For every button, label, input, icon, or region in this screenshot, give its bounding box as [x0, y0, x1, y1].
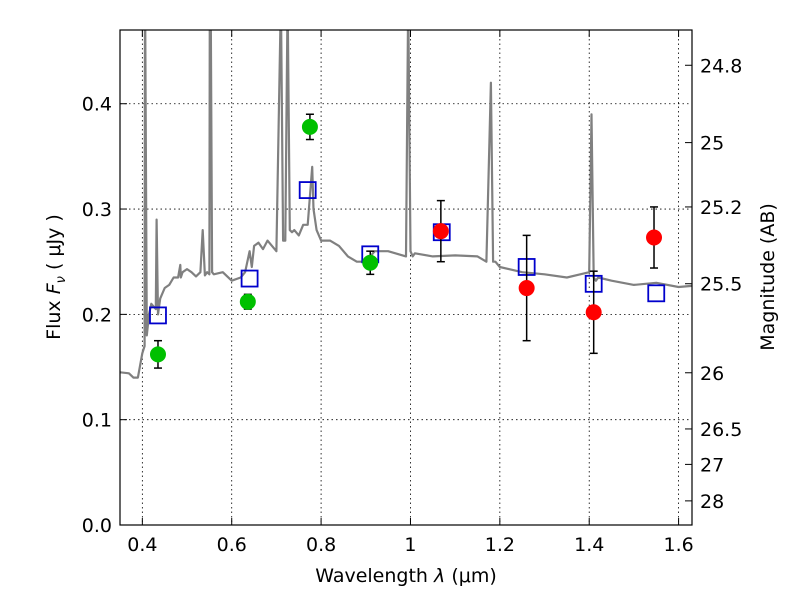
green-data-point	[301, 118, 318, 135]
y-tick-label: 0.2	[82, 304, 112, 326]
model-flux-square	[149, 306, 167, 325]
y-tick-label: 0.3	[82, 199, 112, 221]
y2-tick-label: 24.8	[700, 55, 742, 77]
y-axis-label: Flux Fν ( μJy )	[43, 214, 69, 340]
x-tick-label: 1.6	[663, 534, 693, 556]
y-tick-label: 0.4	[82, 94, 112, 116]
model-flux-square	[647, 284, 666, 303]
model-flux-square	[240, 269, 259, 288]
x-tick-label: 0.8	[306, 534, 336, 556]
y2-tick-label: 26	[700, 363, 724, 385]
template-spectrum-line	[120, 30, 692, 379]
green-data-point	[149, 346, 166, 363]
plot-frame	[119, 29, 693, 526]
x-tick-label: 1.2	[485, 534, 515, 556]
y-tick-label: 0.1	[82, 410, 112, 432]
y2-tick-label: 27	[700, 454, 724, 476]
y2-tick-label: 25.2	[700, 197, 742, 219]
ticks: 0.4 0.6 0.8 1 1.2 1.4 1.6 0.0 0.1 0.2 0.3 0.4 24.8 25…	[82, 30, 742, 556]
red-data-point	[585, 304, 602, 321]
x-tick-label: 1.4	[574, 534, 604, 556]
red-data-point	[432, 223, 449, 240]
data-marks-layer	[149, 113, 666, 369]
green-data-point	[239, 293, 256, 310]
grid	[120, 30, 692, 526]
x-axis-label: Wavelength λ (μm)	[315, 565, 496, 587]
y2-tick-label: 25	[700, 133, 724, 155]
red-data-point	[518, 280, 535, 297]
model-flux-square	[298, 181, 317, 199]
x-tick-label: 0.6	[217, 534, 247, 556]
green-data-point	[362, 254, 379, 271]
x-tick-label: 1	[404, 534, 416, 556]
y-tick-label: 0.0	[82, 515, 112, 537]
x-tick-label: 0.4	[127, 534, 157, 556]
template-spectrum-layer	[120, 30, 692, 379]
y2-tick-label: 25.5	[700, 274, 742, 296]
red-data-point	[646, 229, 663, 246]
y2-tick-label: 26.5	[700, 419, 742, 441]
y2-tick-label: 28	[700, 491, 724, 513]
y2-axis-label: Magnitude (AB)	[757, 203, 779, 351]
